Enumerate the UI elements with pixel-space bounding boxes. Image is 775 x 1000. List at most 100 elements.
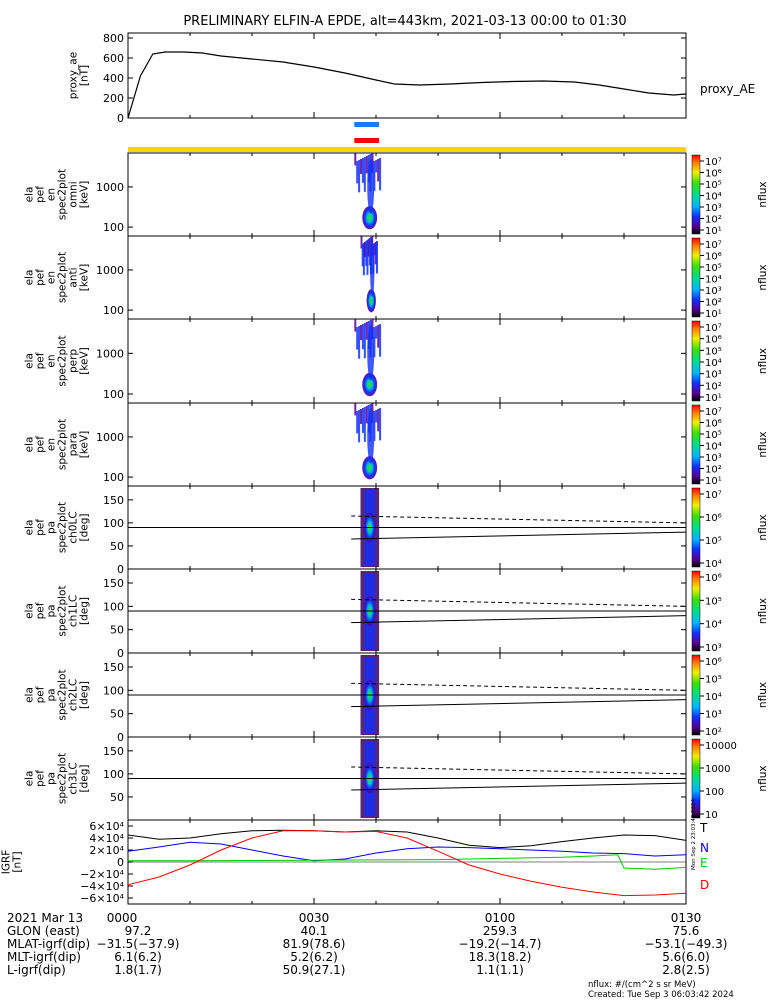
ephemeris-value: 50.9(27.1) <box>283 963 346 977</box>
flux-core <box>367 324 375 381</box>
ephemeris-value: 5.2(6.2) <box>290 950 338 964</box>
loss-cone-line <box>351 615 687 624</box>
flux-core <box>370 241 375 297</box>
colorbar <box>691 738 701 819</box>
blue-bar <box>354 122 380 127</box>
colorbar-tick-label: 10⁴ <box>705 442 722 453</box>
ephemeris-value: −31.5(−37.9) <box>97 937 180 951</box>
y-tick-label: 0 <box>117 563 124 576</box>
axis-label-line: proxy_ae <box>68 52 80 99</box>
axis-label-line: pef <box>35 770 47 787</box>
axis-label-line: [deg] <box>79 765 91 793</box>
axis-label-line: pef <box>35 519 47 536</box>
axis-label-line: [nT] <box>12 851 24 872</box>
y-tick-label: 0 <box>117 856 124 869</box>
igrf-legend-E: E <box>700 856 708 870</box>
ephemeris-value: 18.3(18.2) <box>469 950 532 964</box>
axis-label-line: pa <box>46 772 58 785</box>
y-tick-label: 4×10⁴ <box>89 832 124 845</box>
spectrogram-ch0LC: 150 100 50 0 ela pef pa spec2plot ch0LC [deg] 10⁷ 1… <box>24 485 769 576</box>
axis-label-line: [keV] <box>79 431 91 459</box>
colorbar-tick-label: 10⁵ <box>705 536 722 547</box>
flux-column <box>377 409 380 432</box>
y-tick-label: 600 <box>103 52 124 65</box>
colorbar-tick-label: 10² <box>705 381 722 392</box>
ephemeris-table: GLON (east) 97.2 40.1 259.3 75.6 MLAT-igrf(di… <box>7 924 727 977</box>
flux-core <box>362 456 378 480</box>
colorbar <box>691 487 701 568</box>
flux-column <box>377 159 380 182</box>
ephemeris-value: 1.1(1.1) <box>476 963 524 977</box>
flux-column <box>364 242 367 257</box>
axis-label-line: [keV] <box>79 264 91 292</box>
axis-label-line: pef <box>35 186 47 203</box>
colorbar-tick-label: 10⁷ <box>705 240 722 251</box>
flux-column <box>360 325 363 341</box>
science-zone-bars <box>128 122 686 152</box>
ephemeris-value: −53.1(−49.3) <box>645 937 728 951</box>
ephemeris-value: 97.2 <box>125 924 152 938</box>
y-tick-label: 100 <box>103 388 124 401</box>
axis-label-line: pa <box>46 604 58 617</box>
axis-label-line: ch2LC <box>68 679 80 711</box>
timestamp-stamp: Mon Sep 2 23:03:42 2024 <box>691 798 697 870</box>
flux-column <box>373 161 376 191</box>
flux-column <box>360 409 363 424</box>
colorbar-tick-label: 10⁵ <box>705 180 722 191</box>
x-tick-label: 0030 <box>299 911 330 925</box>
flux-core <box>362 372 378 397</box>
axis-label-line: pa <box>46 688 58 701</box>
axis-label-line: spec2plot <box>57 252 69 303</box>
ephemeris-value: 1.8(1.7) <box>114 963 162 977</box>
axis-label-line: ela <box>24 187 36 203</box>
flux-column <box>365 322 368 340</box>
flux-column <box>373 243 376 256</box>
ephemeris-value: −19.2(−14.7) <box>459 937 542 951</box>
colorbar-tick-label: 10⁶ <box>705 169 722 180</box>
y-tick-label: 100 <box>103 304 124 317</box>
flux-column <box>354 319 357 332</box>
colorbar-tick-label: 10⁴ <box>705 692 722 703</box>
colorbar-tick-label: 10⁵ <box>705 346 722 357</box>
anti-loss-cone-line <box>351 515 687 524</box>
axis-label-line: IGRF <box>1 850 13 875</box>
axis-label-line: spec2plot <box>57 335 69 386</box>
anti-loss-cone-line <box>351 598 687 607</box>
axis-label-line: [deg] <box>79 681 91 709</box>
igrf-line-D <box>127 830 687 897</box>
colorbar-tick-label: 10¹ <box>705 393 722 404</box>
axis-label-line: spec2plot <box>57 669 69 720</box>
colorbar-tick-label: 10⁴ <box>705 275 722 286</box>
y-tick-label: 100 <box>103 600 124 613</box>
anti-loss-cone-line <box>351 682 687 691</box>
colorbar-tick-label: 10⁵ <box>705 263 722 274</box>
colorbar-tick-label: 10⁷ <box>705 157 722 168</box>
colorbar-tick-label: 10¹ <box>705 309 722 320</box>
flux-column <box>375 410 378 423</box>
time-axis: 2021 Mar 13 0000 0030 0100 0130 <box>7 911 701 925</box>
flux-core <box>367 158 375 214</box>
y-tick-label: 100 <box>103 471 124 484</box>
axis-label-line: spec2plot <box>57 419 69 470</box>
yellow-bar <box>128 147 686 152</box>
axis-label-line: ch0LC <box>68 511 80 543</box>
flux-column <box>361 244 364 267</box>
axis-label-line: [keV] <box>79 347 91 375</box>
colorbar-tick-label: 10² <box>705 215 722 226</box>
spectrogram-ch3LC: 150 100 50 ela pef pa spec2plot ch3LC [deg] 10000… <box>24 736 769 821</box>
colorbar-tick-label: 10⁷ <box>705 490 722 501</box>
y-tick-label: 0 <box>117 647 124 660</box>
flux-column <box>373 327 376 358</box>
colorbar <box>691 654 701 736</box>
flux-column <box>367 239 370 257</box>
flux-column <box>376 241 378 274</box>
panel-frame <box>127 402 687 487</box>
colorbar-label: nflux <box>757 765 769 791</box>
axis-label-line: en <box>46 354 58 367</box>
colorbar-tick-label: 10⁵ <box>705 675 722 686</box>
igrf-line-N <box>127 841 687 862</box>
colorbar-label: nflux <box>757 682 769 708</box>
